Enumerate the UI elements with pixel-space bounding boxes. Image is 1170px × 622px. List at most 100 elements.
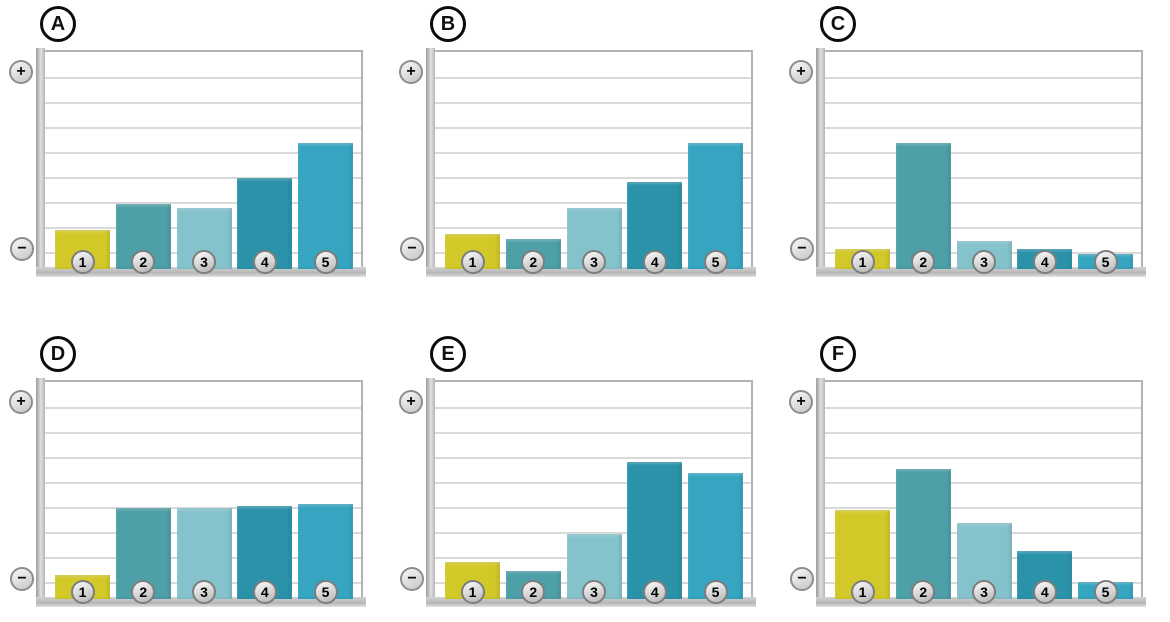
panel-label-badge: F [820, 336, 856, 372]
category-badge: 4 [252, 250, 277, 274]
gridline [45, 482, 361, 484]
gridline [825, 152, 1141, 154]
category-badge: 4 [642, 250, 667, 274]
plot-area [435, 50, 753, 269]
category-badge: 1 [460, 580, 485, 604]
category-badge: 1 [850, 250, 875, 274]
minus-icon: − [790, 567, 814, 591]
plus-icon: + [789, 60, 813, 84]
category-badge: 4 [642, 580, 667, 604]
bar-2 [895, 469, 951, 599]
panel-label: E [441, 343, 455, 365]
chart-panel: E + − 1 2 3 4 5 [390, 330, 780, 622]
gridline [45, 152, 361, 154]
chart-panel: C + − 1 2 3 4 5 [780, 0, 1170, 292]
bar-5 [688, 473, 743, 599]
panel-label: C [830, 13, 846, 35]
bar-5 [298, 143, 353, 269]
panel-label-badge: D [40, 336, 76, 372]
y-axis [426, 378, 435, 607]
y-axis [36, 48, 45, 277]
panel-label-badge: C [820, 6, 856, 42]
chart-panel: B + − 1 2 3 4 5 [390, 0, 780, 292]
category-badge: 5 [703, 580, 728, 604]
category-badge: 3 [582, 250, 606, 274]
gridline [825, 127, 1141, 129]
category-badge: 4 [1032, 250, 1057, 274]
y-axis [816, 48, 825, 277]
gridline [435, 202, 751, 204]
plot-area [45, 50, 363, 269]
gridline [45, 202, 361, 204]
plus-icon: + [9, 390, 33, 414]
gridline [45, 407, 361, 409]
panel-label: B [440, 13, 456, 35]
category-badge: 5 [313, 250, 338, 274]
bar-2 [895, 143, 951, 269]
category-badge: 3 [582, 580, 606, 604]
category-badge: 5 [1093, 250, 1118, 274]
gridline [825, 482, 1141, 484]
gridline [45, 77, 361, 79]
category-badge: 5 [703, 250, 728, 274]
gridline [435, 152, 751, 154]
category-badge: 3 [972, 250, 996, 274]
plot-area [45, 380, 363, 599]
y-axis [36, 378, 45, 607]
category-badge: 2 [911, 250, 936, 274]
category-badge: 4 [1032, 580, 1057, 604]
bar-4 [627, 462, 683, 599]
panel-label: A [50, 13, 66, 35]
gridline [435, 457, 751, 459]
category-badge: 2 [911, 580, 936, 604]
chart-panel: A + − 1 2 3 4 5 [0, 0, 390, 292]
gridline [435, 507, 751, 509]
gridline [435, 77, 751, 79]
minus-icon: − [400, 237, 424, 261]
category-badge: 3 [972, 580, 996, 604]
gridline [45, 432, 361, 434]
gridline [45, 127, 361, 129]
category-badge: 1 [70, 250, 95, 274]
category-badge: 3 [192, 580, 216, 604]
gridline [45, 177, 361, 179]
gridline [825, 202, 1141, 204]
bar-5 [688, 143, 743, 269]
category-badge: 1 [460, 250, 485, 274]
gridline [435, 407, 751, 409]
chart-panel: D + − 1 2 3 4 5 [0, 330, 390, 622]
gridline [435, 127, 751, 129]
y-axis [426, 48, 435, 277]
gridline [435, 102, 751, 104]
gridline [825, 432, 1141, 434]
minus-icon: − [10, 237, 34, 261]
minus-icon: − [790, 237, 814, 261]
plus-icon: + [789, 390, 813, 414]
category-badge: 2 [521, 580, 546, 604]
panel-label: F [831, 343, 845, 365]
category-badge: 3 [192, 250, 216, 274]
minus-icon: − [400, 567, 424, 591]
gridline [825, 227, 1141, 229]
gridline [45, 102, 361, 104]
plot-area [825, 380, 1143, 599]
gridline [825, 507, 1141, 509]
chart-panel: F + − 1 2 3 4 5 [780, 330, 1170, 622]
gridline [435, 177, 751, 179]
gridline [825, 77, 1141, 79]
category-badge: 2 [521, 250, 546, 274]
y-axis [816, 378, 825, 607]
panel-label-badge: B [430, 6, 466, 42]
gridline [45, 457, 361, 459]
gridline [825, 177, 1141, 179]
category-badge: 5 [1093, 580, 1118, 604]
category-badge: 1 [70, 580, 95, 604]
minus-icon: − [10, 567, 34, 591]
gridline [825, 102, 1141, 104]
gridline [435, 432, 751, 434]
gridline [825, 457, 1141, 459]
category-badge: 5 [313, 580, 338, 604]
plus-icon: + [9, 60, 33, 84]
panel-label-badge: E [430, 336, 466, 372]
